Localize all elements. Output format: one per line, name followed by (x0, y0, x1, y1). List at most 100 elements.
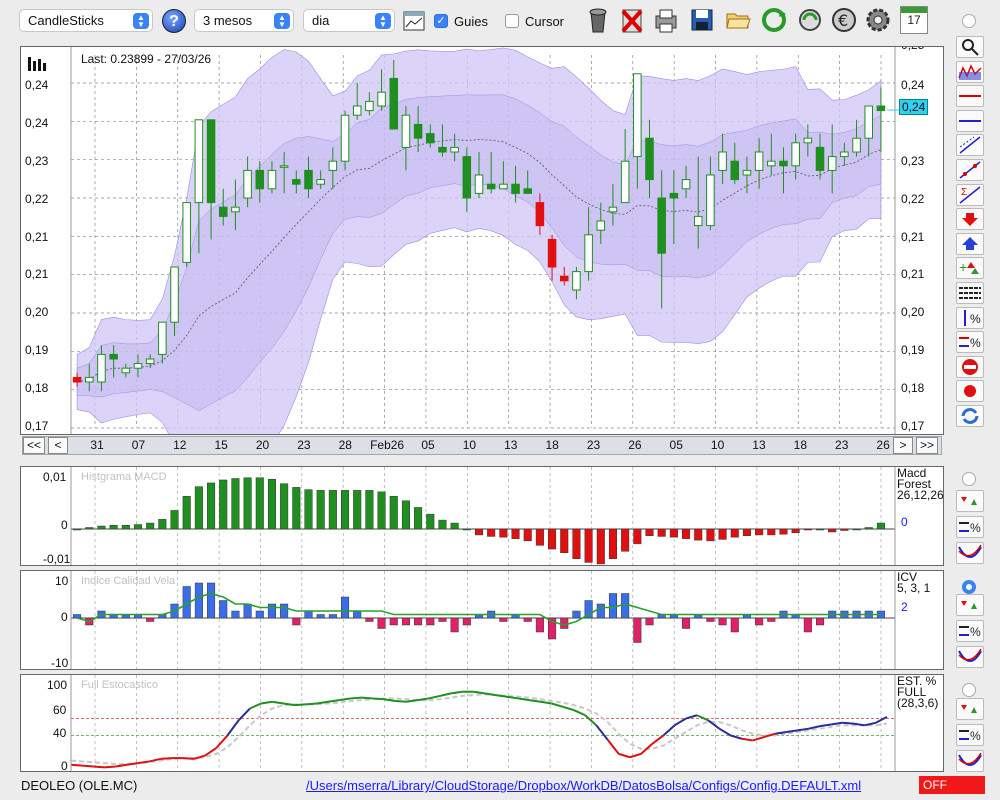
macd-panel-percent-lines-icon-button[interactable]: % (956, 516, 984, 538)
icv-bar (584, 600, 593, 619)
fibonacci-icon-button[interactable]: Σ (956, 183, 984, 206)
refresh-icon[interactable] (760, 6, 788, 34)
calendar-icon[interactable]: 17 (900, 6, 928, 34)
blue-line-icon-button[interactable] (956, 109, 984, 132)
no-entry-icon-button[interactable] (956, 355, 984, 378)
trendline-icon-button[interactable] (956, 159, 984, 181)
candle-body (803, 137, 813, 144)
add-signals-icon-button[interactable]: + (956, 257, 984, 280)
icv-panel-curve-icon-button[interactable] (956, 646, 984, 668)
zoom-icon-button[interactable] (956, 36, 984, 58)
period-select[interactable]: 3 mesos ▲ ▼ (194, 9, 294, 32)
stoch-k-segment (529, 699, 541, 703)
sync-icon-button[interactable] (956, 405, 984, 427)
arrow-down-red-icon-button[interactable] (956, 208, 984, 231)
icv-panel-percent-lines-icon-button[interactable]: % (956, 620, 984, 642)
icv-bar (450, 617, 459, 633)
record-icon-button[interactable] (956, 380, 984, 403)
nav-first-button[interactable]: << (23, 437, 45, 454)
x-axis-label: 23 (835, 438, 849, 452)
config-path-link[interactable]: /Users/mserra/Library/CloudStorage/Dropb… (306, 778, 862, 793)
chart-window-icon[interactable] (403, 10, 425, 32)
macd-panel-signals-icon-button[interactable] (956, 490, 984, 512)
nav-next-button[interactable]: > (893, 437, 913, 454)
stoch-k-segment (70, 763, 83, 767)
candle-body (304, 169, 313, 190)
macd-bar (645, 528, 654, 536)
help-icon[interactable]: ? (162, 9, 186, 33)
channel-icon-button[interactable] (956, 134, 984, 157)
icv-bar (280, 603, 289, 619)
stoch-panel-radio[interactable] (962, 683, 976, 697)
print-icon[interactable] (652, 6, 680, 34)
icv-panel-radio[interactable] (962, 580, 976, 594)
stoch-k-segment (506, 695, 519, 700)
x-axis-label: 26 (876, 438, 890, 452)
bar-chart-icon[interactable] (28, 53, 48, 71)
open-folder-icon[interactable] (724, 6, 752, 34)
stoch-k-segment (696, 714, 709, 722)
macd-bar (267, 478, 276, 530)
candle-body (133, 363, 143, 369)
x-axis-label: 10 (462, 438, 477, 452)
arrow-up-blue-icon-button[interactable] (956, 232, 984, 255)
candle-body (231, 206, 240, 213)
stoch-k-segment (160, 757, 172, 760)
icv-panel[interactable]: 10 0 -10 Indice Calidad Vela ICV 5, 3, 1 2 (20, 570, 944, 670)
main-panel-radio[interactable] (962, 14, 976, 28)
main-chart-panel[interactable]: 0,24 0,24 0,23 0,22 0,21 0,21 0,20 0,19 0,18 0,17… (20, 46, 944, 435)
y-tick-label-right: 0,24 (901, 78, 925, 92)
fibonacci-icon-glyph: Σ (959, 186, 981, 204)
save-icon[interactable] (688, 6, 716, 34)
cursor-checkbox[interactable] (505, 14, 519, 28)
icv-panel-signals-icon-glyph (961, 601, 977, 609)
icv-bar (146, 617, 155, 622)
chart-type-select[interactable]: CandleSticks ▲ ▼ (19, 9, 153, 32)
guies-checkbox[interactable]: ✓ (434, 14, 448, 28)
candle-body (292, 179, 301, 185)
macd-panel[interactable]: 0,01 0 -0,01 Histgrama MACD Macd Forest 26… (20, 466, 944, 566)
stoch-k-segment (182, 757, 195, 760)
euro-icon[interactable]: € (830, 6, 858, 34)
lines-icon-button[interactable] (956, 282, 984, 304)
macd-legend: Macd Forest 26,12,26 (897, 467, 944, 502)
macd-legend-params: 26,12,26 (897, 488, 944, 502)
icv-bar (767, 617, 776, 622)
candle-body (84, 376, 94, 383)
stoch-panel-signals-icon-button[interactable] (956, 698, 984, 720)
stoch-k-segment (417, 697, 429, 702)
y-tick-label-right: 0,20 (901, 305, 925, 319)
stoch-panel-curve-icon-button[interactable] (956, 750, 984, 772)
percent-lines-icon-button[interactable]: % (956, 331, 984, 354)
stoch-k-segment (875, 716, 888, 724)
macd-panel-radio[interactable] (962, 472, 976, 486)
delete-icon[interactable] (618, 6, 646, 34)
y-tick-label-left: 0,23 (25, 154, 49, 168)
candlestick-chart[interactable]: 0,24 0,24 0,23 0,22 0,21 0,21 0,20 0,19 0,18 0,17… (21, 47, 944, 435)
refresh-alt-icon[interactable] (796, 6, 824, 34)
red-line-icon-button[interactable] (956, 85, 984, 108)
indicator-chart-icon-button[interactable] (956, 60, 984, 83)
stochastic-panel[interactable]: 100 60 40 0 Full Estocastico EST. % FULL (2… (20, 674, 944, 772)
stoch-k-segment (126, 762, 139, 766)
macd-bar (755, 528, 764, 536)
y-tick-label-right: 0,22 (901, 192, 925, 206)
nav-last-button[interactable]: >> (916, 437, 938, 454)
macd-panel-curve-icon-glyph (958, 544, 982, 558)
y-tick-label-left: 0,17 (25, 419, 49, 433)
stoch-panel-percent-lines-icon-button[interactable]: % (956, 724, 984, 746)
nav-prev-button[interactable]: < (48, 437, 68, 454)
x-axis-label: 31 (90, 438, 104, 452)
status-off-button[interactable]: OFF (919, 776, 985, 794)
trash-icon[interactable] (584, 6, 612, 34)
chevron-updown-icon: ▲ ▼ (274, 13, 290, 29)
icv-panel-signals-icon-button[interactable] (956, 594, 984, 616)
percent-range-icon-button[interactable]: % (956, 306, 984, 329)
interval-select[interactable]: dia ▲ ▼ (303, 9, 395, 32)
cursor-label: Cursor (525, 14, 565, 29)
chart-type-value: CandleSticks (28, 13, 104, 28)
macd-panel-curve-icon-button[interactable] (956, 542, 984, 564)
candle-body (645, 137, 654, 181)
settings-icon[interactable] (864, 6, 892, 34)
y-tick-label-right: 0,17 (901, 419, 925, 433)
